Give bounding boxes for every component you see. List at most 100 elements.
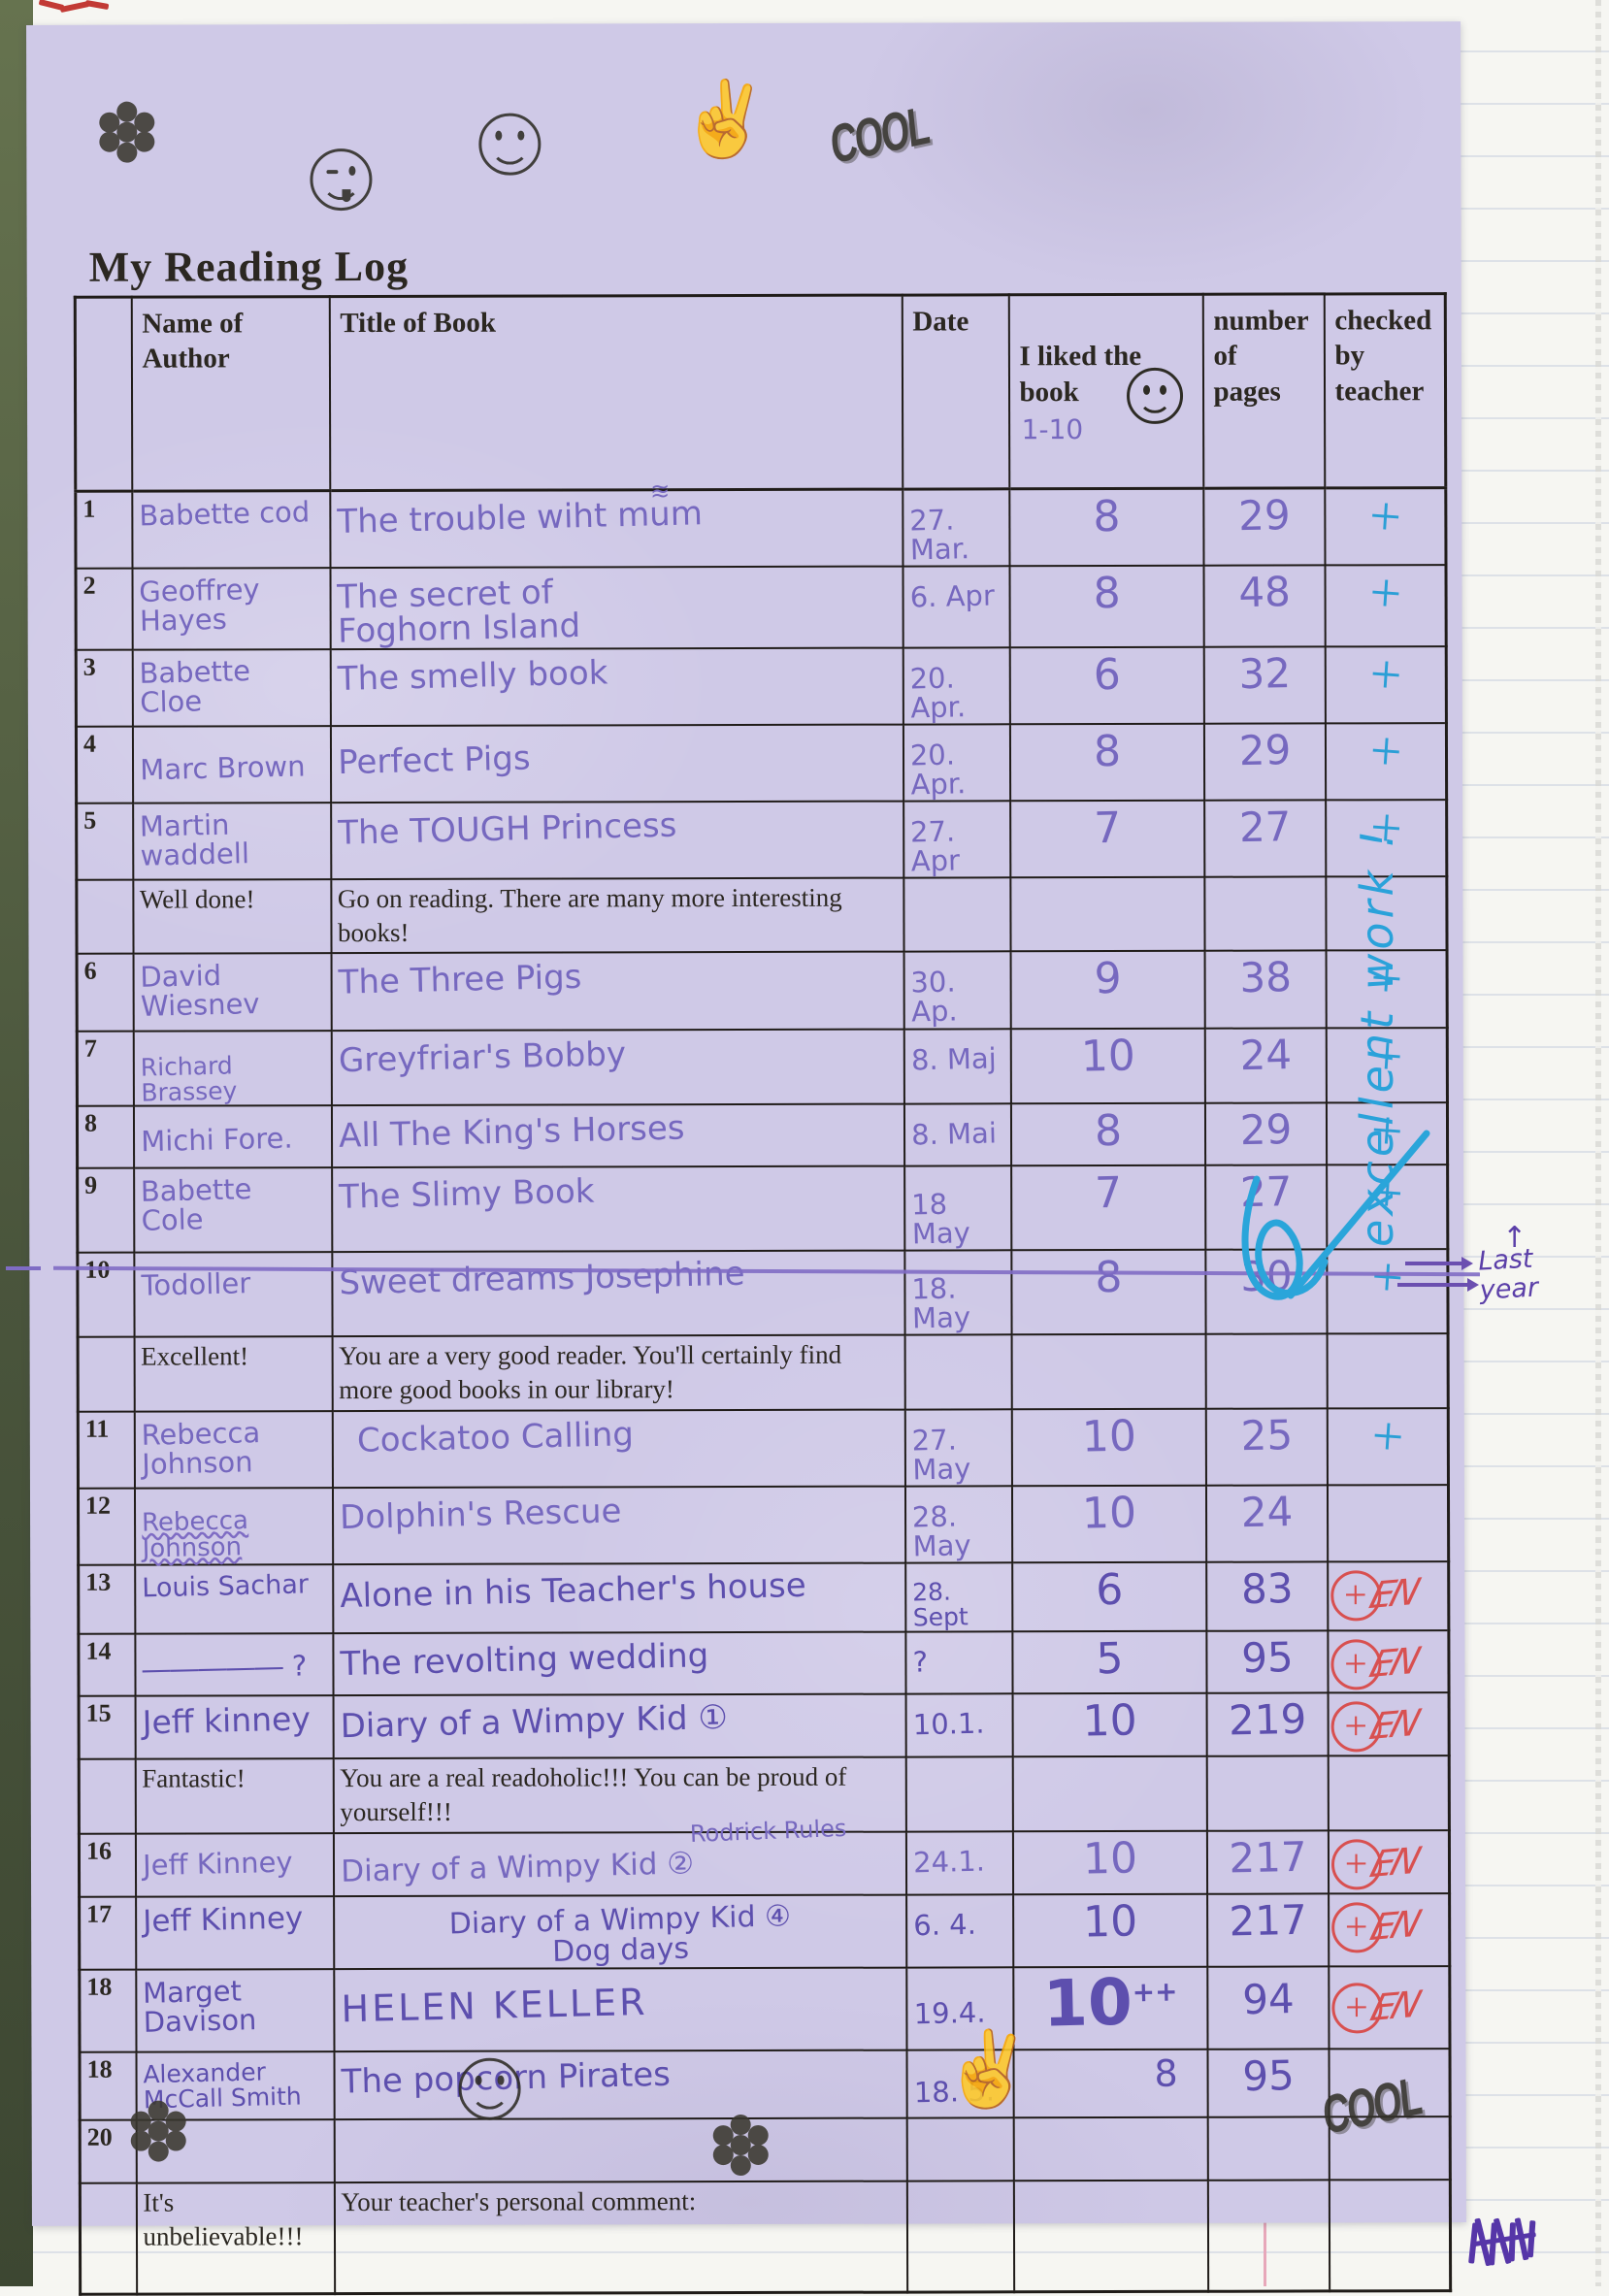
date-cell: 20. Apr. [903, 647, 1010, 725]
rating-cell: 10 [1011, 1408, 1206, 1487]
date-cell: 27. Apr [903, 801, 1010, 878]
blue-plus-mark: + [1369, 1402, 1406, 1468]
teacher-check-cell: + [1327, 1402, 1449, 1486]
notebook-margin-line [1264, 2195, 1266, 2286]
date-cell: ? [904, 1631, 1013, 1694]
peace-hand-stamp [676, 81, 773, 160]
teacher-check-cell: + EN [1328, 1892, 1450, 1967]
pages-cell: 83 [1205, 1561, 1328, 1632]
author-cell: Geoffrey Hayes [132, 568, 331, 650]
table-row: 2 Geoffrey Hayes The secret of Foghorn I… [76, 561, 1447, 651]
pages-cell: 94 [1206, 1966, 1329, 2050]
author-cell: Marc Brown [132, 726, 331, 804]
title-cell: Dolphin's Rescue [332, 1486, 905, 1564]
pages-cell: 217 [1206, 1829, 1329, 1894]
author-cell: Richard Brassey [133, 1030, 332, 1106]
author-cell: Rebecca Johnson [134, 1487, 333, 1565]
author-cell: ――――― ? [134, 1633, 334, 1697]
praise-label: Fantastic! [135, 1758, 334, 1834]
rating-cell: 7 [1010, 1164, 1205, 1251]
comment-row: Well done! Go on reading. There are many… [76, 876, 1448, 955]
rating-cell: 8 [1010, 1102, 1205, 1166]
author-cell: Marget Davison [135, 1968, 335, 2052]
date-cell: 30. Ap. [903, 951, 1011, 1030]
praise-text: You are a very good reader. You'll certa… [332, 1334, 905, 1411]
teacher-comment-label: Your teacher's personal comment: [334, 2181, 907, 2294]
author-cell: Jeff kinney [135, 1695, 334, 1760]
margin-dash [6, 1266, 41, 1270]
author-cell: Babette Cole [133, 1167, 332, 1253]
date-cell: 28. Sept [904, 1562, 1012, 1632]
title-cell: ≋ The trouble wiht mum [329, 477, 903, 569]
date-cell: 20. Apr. [903, 724, 1010, 802]
smiley-stamp [478, 113, 542, 176]
purple-scribble [1467, 2206, 1562, 2271]
date-cell: 24.1. [905, 1830, 1013, 1895]
teacher-check-cell: + EN [1327, 1630, 1450, 1693]
date-cell: 10.1. [905, 1693, 1013, 1757]
smiley-stamp [458, 2057, 521, 2120]
up-arrow: ↑ [1502, 1221, 1527, 1255]
rating-cell: 8 [1012, 2049, 1208, 2118]
author-cell: Jeff Kinney [135, 1832, 334, 1897]
rating-cell: 5 [1011, 1631, 1207, 1694]
teacher-check-cell: + EN [1328, 1965, 1450, 2050]
rating-cell: 10 [1012, 1893, 1207, 1968]
rating-cell: 10 [1012, 1830, 1207, 1894]
rating-cell: 8 [1008, 566, 1204, 648]
date-cell: 6. 4. [905, 1893, 1013, 1968]
smiley-icon [1126, 368, 1183, 425]
title-cell: The Slimy Book [331, 1165, 904, 1253]
teacher-check-cell [1327, 1484, 1449, 1562]
title-cell: The Three Pigs [331, 951, 904, 1031]
pages-cell: 38 [1204, 950, 1327, 1029]
author-cell: Rebecca Johnson [134, 1410, 333, 1489]
author-cell: Babette Cloe [132, 648, 331, 727]
rating-cell: 10 [1010, 1028, 1205, 1104]
rating-cell: 9 [1010, 951, 1205, 1029]
table-row: 16 Jeff Kinney Rodrick Rules Diary of a W… [79, 1814, 1450, 1897]
header-row: Name of Author Title of Book Date I like… [75, 293, 1446, 492]
title-cell: Sweet dreams Josephine [331, 1250, 905, 1337]
title-cell: The secret of Foghorn Island [329, 566, 903, 651]
flower-stamp [129, 2102, 187, 2160]
table-row: 18 Marget Davison HELEN KELLER 19.4. 10+… [79, 1964, 1450, 2052]
pages-cell: 24 [1204, 1027, 1327, 1103]
title-cell: The revolting wedding [332, 1631, 906, 1696]
date-cell: 28. May [904, 1486, 1012, 1563]
praise-label: It's unbelievable!!! [136, 2181, 335, 2295]
table-row: 18 Alexander McCall Smith The popcorn Pi… [80, 2048, 1451, 2120]
big-rating: 10++ [1041, 1964, 1178, 2042]
table-row: 11 Rebecca Johnson Cockatoo Calling 27. … [78, 1402, 1449, 1489]
comment-row: Excellent! You are a very good reader. Y… [78, 1333, 1449, 1412]
table-row: 14 ――――― ? The revolting wedding ? 5 95 … [78, 1630, 1450, 1697]
cool-stamp: COOL [828, 96, 932, 177]
title-cell: Greyfriar's Bobby [331, 1029, 904, 1106]
author-cell: Michi Fore. [133, 1105, 332, 1168]
table-row: 1 Babette cod ≋ The trouble wiht mum 27. … [75, 477, 1446, 570]
rating-cell: 8 [1009, 723, 1204, 802]
blue-plus-mark: + [1366, 483, 1403, 549]
title-cell: Perfect Pigs [330, 724, 903, 804]
date-cell: 18 May [903, 1165, 1011, 1251]
pages-cell: 29 [1202, 488, 1325, 567]
author-cell: Louis Sachar [134, 1563, 333, 1635]
date-cell: 27. Mar. [902, 489, 1009, 567]
title-cell: The smelly book [330, 647, 903, 727]
date-cell: 6. Apr [902, 566, 1010, 648]
date-cell: 8. Mai [903, 1103, 1011, 1166]
teacher-check-cell: + EN [1327, 1560, 1449, 1631]
rating-cell: 8 [1010, 1249, 1206, 1335]
pages-cell: 29 [1203, 723, 1326, 801]
flower-stamp [711, 2116, 770, 2174]
table-row: 13 Louis Sachar Alone in his Teacher's h… [78, 1560, 1449, 1635]
header-liked: I liked the book 1-10 [1008, 294, 1203, 490]
date-cell: 18. May [903, 1250, 1012, 1335]
header-date: Date [902, 294, 1009, 490]
pages-cell: 25 [1205, 1407, 1328, 1486]
rating-cell: 8 [1008, 488, 1203, 567]
title-cell: Alone in his Teacher's house [332, 1562, 905, 1634]
title-cell [334, 2117, 907, 2182]
peace-hand-stamp [939, 2030, 1036, 2110]
table-row: 12 Rebecca Johnson Dolphin's Rescue 28. … [78, 1484, 1449, 1565]
